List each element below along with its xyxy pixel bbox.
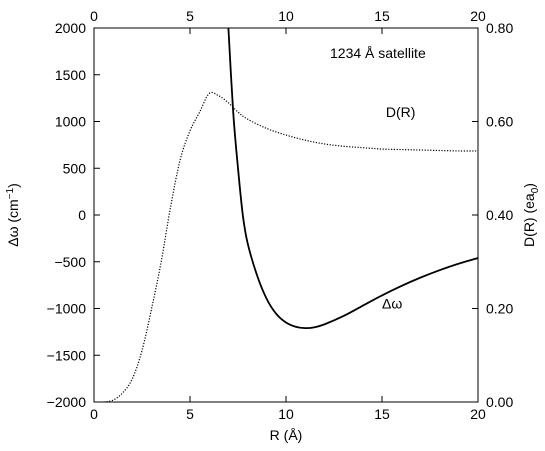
y-left-tick-label: 1000 <box>55 114 86 130</box>
y-left-tick-label: −1000 <box>47 301 87 317</box>
tick-marks <box>93 27 479 403</box>
x-top-tick-label: 15 <box>374 8 390 24</box>
y-right-axis-title: D(R) (ea0) <box>521 183 541 247</box>
x-tick-label: 20 <box>470 406 486 422</box>
series-layer: D(R) Δω <box>103 28 478 402</box>
y-left-tick-label: −2000 <box>47 394 87 410</box>
y-right-tick-label: 0.80 <box>486 20 513 36</box>
y-right-tick-label: 0.20 <box>486 301 513 317</box>
y-right-tick-label: 0.60 <box>486 114 513 130</box>
series-line-d-r <box>103 91 478 402</box>
series-label: Δω <box>382 296 402 312</box>
x-top-tick-label: 0 <box>90 8 98 24</box>
x-axis-title: R (Å) <box>270 427 303 443</box>
y-right-tick-label: 0.40 <box>486 207 513 223</box>
plot-frame <box>93 27 479 403</box>
y-left-tick-label: 0 <box>78 207 86 223</box>
y-left-tick-label: −1500 <box>47 347 87 363</box>
x-tick-label: 5 <box>186 406 194 422</box>
x-tick-label: 0 <box>90 406 98 422</box>
y-left-tick-label: 2000 <box>55 20 86 36</box>
series-label: D(R) <box>386 104 416 120</box>
x-top-tick-label: 10 <box>278 8 294 24</box>
tick-labels: 0 5 10 15 20 0 5 10 15 20 −2000 −1500 −1000 −500 0 500 1… <box>47 8 514 422</box>
chart-annotation: 1234 Å satellite <box>330 45 426 61</box>
series-line-delta-omega <box>227 28 478 330</box>
x-top-tick-label: 5 <box>186 8 194 24</box>
y-left-tick-label: 1500 <box>55 67 86 83</box>
x-tick-label: 15 <box>374 406 390 422</box>
y-left-axis-title: Δω (cm−1) <box>5 183 21 247</box>
y-right-tick-label: 0.00 <box>486 394 513 410</box>
x-tick-label: 10 <box>278 406 294 422</box>
y-left-tick-label: 500 <box>63 160 87 176</box>
x-top-tick-label: 20 <box>470 8 486 24</box>
y-left-tick-label: −500 <box>54 254 86 270</box>
